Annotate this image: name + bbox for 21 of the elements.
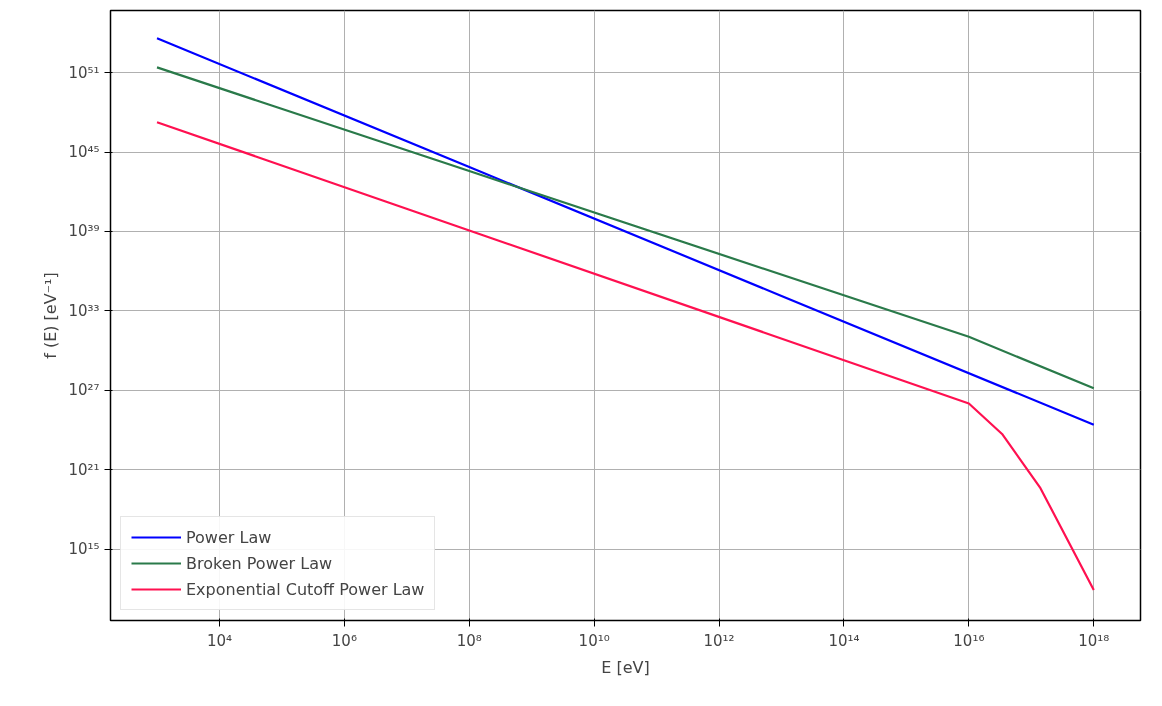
- x-tick-label: 10¹⁴: [828, 631, 860, 650]
- y-tick-label: 10³³: [68, 301, 100, 320]
- x-tick-label: 10¹⁶: [953, 631, 985, 650]
- x-tick-label: 10⁶: [331, 631, 357, 650]
- x-tick-label: 10¹⁸: [1078, 631, 1110, 650]
- x-tick-label: 10⁴: [206, 631, 233, 650]
- x-axis-title: E [eV]: [601, 657, 650, 677]
- y-tick-label: 10³⁹: [68, 222, 100, 241]
- x-tick-label: 10⁸: [456, 631, 482, 650]
- x-tick-label: 10¹²: [703, 631, 735, 650]
- x-tick-label: 10¹⁰: [578, 631, 610, 650]
- y-tick-label: 10⁵¹: [68, 63, 100, 82]
- line-series: [155, 37, 1095, 426]
- y-tick-label: 10²¹: [68, 460, 100, 479]
- y-tick-label: 10¹⁵: [68, 540, 100, 559]
- y-tick-label: 10²⁷: [68, 381, 100, 400]
- y-tick-label: 10⁴⁵: [68, 143, 100, 162]
- legend-label: Broken Power Law: [186, 553, 333, 573]
- y-axis-title: f (E) [eV⁻¹]: [41, 272, 61, 359]
- legend-label: Power Law: [186, 527, 272, 547]
- legend-label: Exponential Cutoff Power Law: [186, 579, 425, 599]
